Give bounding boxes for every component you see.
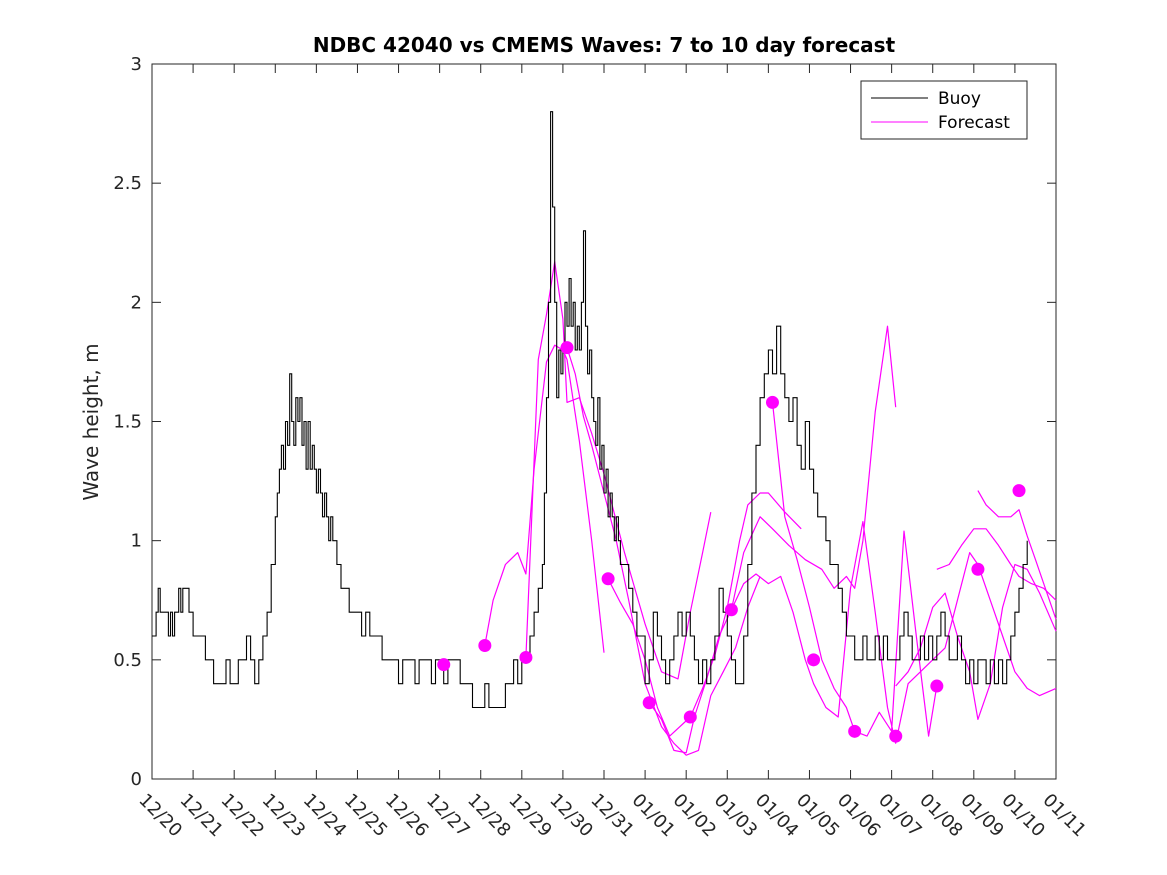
x-tick-label: 12/25 <box>340 790 392 842</box>
x-tick-label: 12/24 <box>299 790 351 842</box>
x-tick-label: 01/09 <box>956 790 1008 842</box>
forecast-marker <box>848 724 862 738</box>
y-tick-label: 0.5 <box>113 650 142 671</box>
x-tick-label: 01/06 <box>833 790 885 842</box>
forecast-marker <box>807 653 821 667</box>
y-tick-label: 2.5 <box>113 173 142 194</box>
x-tick-label: 01/10 <box>997 790 1049 842</box>
x-tick-label: 12/23 <box>258 790 310 842</box>
forecast-line <box>566 347 761 756</box>
forecast-line <box>895 563 1057 721</box>
y-tick-label: 0 <box>131 769 142 790</box>
x-tick-label: 12/30 <box>545 790 597 842</box>
legend: Buoy Forecast <box>860 80 1028 140</box>
y-tick-label: 3 <box>131 54 142 75</box>
x-tick-label: 01/04 <box>751 790 803 842</box>
x-tick-label: 01/01 <box>628 790 680 842</box>
forecast-marker <box>437 658 451 672</box>
x-tick-label: 12/22 <box>217 790 269 842</box>
forecast-marker <box>889 729 903 743</box>
x-tick-label: 01/02 <box>669 790 721 842</box>
forecast-marker <box>601 572 615 586</box>
forecast-marker <box>930 679 944 693</box>
y-axis-label: Wave height, m <box>79 343 103 500</box>
forecast-marker <box>478 639 492 653</box>
legend-buoy-label: Buoy <box>938 89 981 109</box>
forecast-marker <box>971 562 985 576</box>
forecast-line <box>484 344 605 653</box>
axis-ticks <box>151 63 1057 780</box>
x-tick-label: 12/31 <box>586 790 638 842</box>
forecast-marker <box>519 650 533 664</box>
x-tick-label: 12/29 <box>504 790 556 842</box>
forecast-line <box>977 490 1057 620</box>
forecast-marker <box>765 395 779 409</box>
forecast-marker <box>560 341 574 355</box>
plot-series <box>152 111 1057 756</box>
x-tick-label: 12/21 <box>176 790 228 842</box>
y-tick-label: 2 <box>131 292 142 313</box>
forecast-line <box>730 520 1057 744</box>
x-tick-label: 01/11 <box>1038 790 1090 842</box>
x-tick-label: 12/28 <box>463 790 515 842</box>
x-tick-label: 12/26 <box>381 790 433 842</box>
x-tick-label: 12/27 <box>422 790 474 842</box>
x-tick-label: 01/07 <box>874 790 926 842</box>
legend-box <box>860 80 1028 140</box>
x-tick-label: 01/08 <box>915 790 967 842</box>
x-tick-label: 01/03 <box>710 790 762 842</box>
forecast-marker <box>724 603 738 617</box>
y-tick-labels: 0 0.5 1 1.5 2 2.5 3 <box>113 54 142 790</box>
y-tick-label: 1.5 <box>113 412 142 433</box>
x-tick-labels: 12/2012/2112/2212/2312/2412/2512/2612/27… <box>134 790 1090 842</box>
y-tick-label: 1 <box>131 531 142 552</box>
forecast-marker <box>642 696 656 710</box>
forecast-line <box>648 325 897 754</box>
plot-area <box>151 63 1057 780</box>
buoy-line <box>152 111 1028 709</box>
forecast-line <box>936 528 1057 601</box>
x-tick-label: 12/20 <box>134 790 186 842</box>
chart-title: NDBC 42040 vs CMEMS Waves: 7 to 10 day f… <box>313 33 896 57</box>
legend-forecast-label: Forecast <box>938 113 1010 133</box>
x-tick-label: 01/05 <box>792 790 844 842</box>
forecast-marker <box>683 710 697 724</box>
forecast-marker <box>1012 484 1026 498</box>
